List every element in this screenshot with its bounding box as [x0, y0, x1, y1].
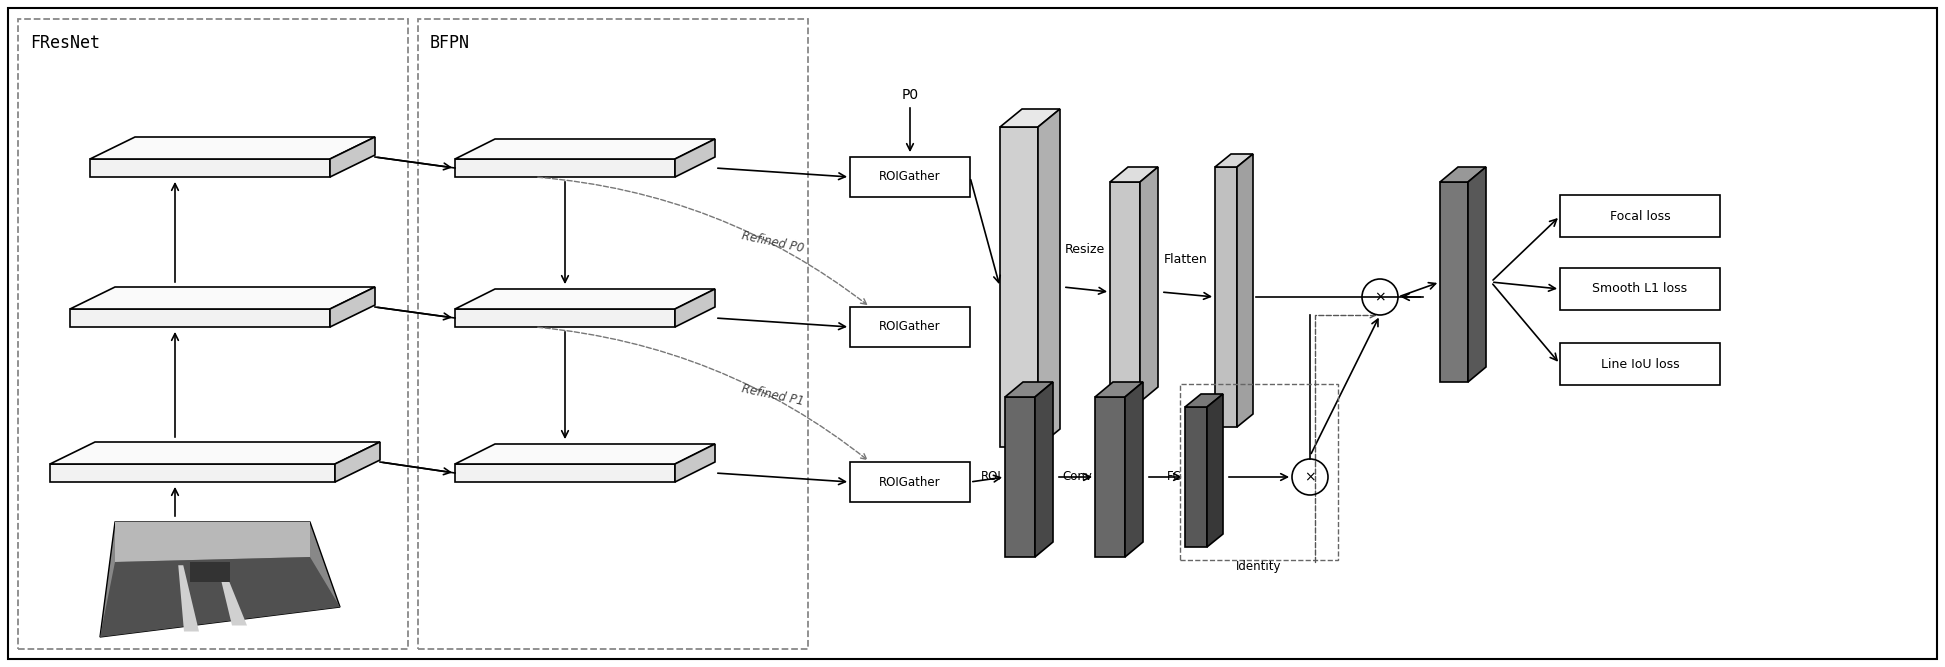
Polygon shape [99, 522, 340, 637]
FancyBboxPatch shape [850, 307, 971, 347]
Text: ROIGather: ROIGather [879, 171, 941, 183]
Polygon shape [191, 562, 230, 582]
Text: ROI: ROI [980, 470, 1002, 484]
FancyBboxPatch shape [1560, 268, 1719, 310]
Polygon shape [89, 137, 375, 159]
Polygon shape [455, 289, 716, 309]
Polygon shape [1140, 167, 1157, 402]
FancyBboxPatch shape [418, 19, 807, 649]
FancyBboxPatch shape [1560, 195, 1719, 237]
Polygon shape [179, 565, 198, 632]
Polygon shape [1039, 109, 1060, 447]
Text: Identity: Identity [1237, 560, 1282, 573]
Polygon shape [331, 137, 375, 177]
Polygon shape [70, 309, 331, 327]
Polygon shape [331, 287, 375, 327]
Polygon shape [1208, 394, 1223, 547]
Text: Refined P1: Refined P1 [739, 382, 805, 408]
Text: Refined P0: Refined P0 [739, 229, 805, 255]
Text: Resize: Resize [1064, 243, 1105, 256]
Polygon shape [1185, 394, 1223, 407]
Polygon shape [1468, 167, 1486, 382]
Polygon shape [675, 444, 716, 482]
Text: Flatten: Flatten [1165, 253, 1208, 266]
Polygon shape [70, 287, 375, 309]
Polygon shape [115, 522, 309, 562]
Text: ROIGather: ROIGather [879, 321, 941, 334]
FancyBboxPatch shape [850, 462, 971, 502]
Polygon shape [99, 557, 340, 637]
Polygon shape [675, 139, 716, 177]
Text: ROIGather: ROIGather [879, 476, 941, 488]
Text: Smooth L1 loss: Smooth L1 loss [1593, 283, 1688, 295]
Polygon shape [1095, 397, 1124, 557]
Text: Conv: Conv [1062, 470, 1091, 484]
Polygon shape [335, 442, 379, 482]
Text: Focal loss: Focal loss [1610, 209, 1671, 223]
FancyBboxPatch shape [1560, 343, 1719, 385]
Polygon shape [1006, 397, 1035, 557]
Polygon shape [455, 159, 675, 177]
Polygon shape [1439, 182, 1468, 382]
Polygon shape [51, 464, 335, 482]
Polygon shape [1439, 167, 1486, 182]
Text: P0: P0 [901, 88, 918, 102]
Polygon shape [89, 159, 331, 177]
Polygon shape [1006, 382, 1052, 397]
Polygon shape [455, 464, 675, 482]
Polygon shape [1216, 154, 1253, 167]
Text: ×: × [1375, 290, 1385, 304]
Polygon shape [1237, 154, 1253, 427]
Polygon shape [1124, 382, 1144, 557]
Polygon shape [1185, 407, 1208, 547]
Text: Line IoU loss: Line IoU loss [1601, 358, 1679, 370]
FancyBboxPatch shape [18, 19, 408, 649]
Polygon shape [1000, 127, 1039, 447]
FancyBboxPatch shape [850, 157, 971, 197]
Text: ×: × [1305, 470, 1317, 484]
Text: FC: FC [1167, 470, 1183, 484]
Polygon shape [218, 564, 247, 626]
Text: FResNet: FResNet [29, 34, 99, 52]
Polygon shape [455, 444, 716, 464]
Polygon shape [455, 139, 716, 159]
Polygon shape [1095, 382, 1144, 397]
Text: BFPN: BFPN [430, 34, 471, 52]
Polygon shape [1111, 182, 1140, 402]
Polygon shape [1111, 167, 1157, 182]
Polygon shape [51, 442, 379, 464]
Polygon shape [1216, 167, 1237, 427]
Polygon shape [455, 309, 675, 327]
Polygon shape [1000, 109, 1060, 127]
Polygon shape [1035, 382, 1052, 557]
Polygon shape [675, 289, 716, 327]
